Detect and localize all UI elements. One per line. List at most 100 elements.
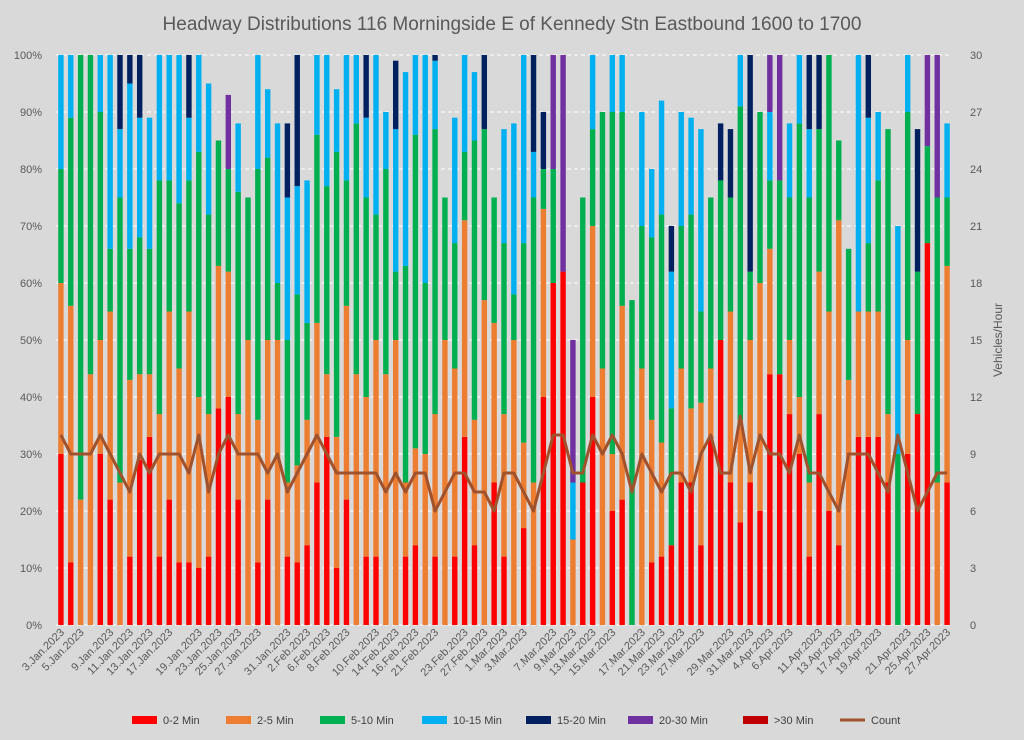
bar-segment — [678, 482, 684, 625]
chart-title: Headway Distributions 116 Morningside E … — [163, 14, 862, 35]
bar-segment — [934, 482, 940, 625]
bar-segment — [648, 237, 655, 420]
bar-segment — [432, 414, 438, 557]
bar-segment — [452, 556, 458, 625]
bar-segment — [658, 214, 665, 443]
bar-segment — [678, 112, 684, 226]
bar-segment — [264, 89, 271, 158]
bar-segment — [58, 454, 64, 625]
right-axis-ticks: 0 3 6 9 12 15 18 21 24 27 30 — [970, 50, 982, 632]
bar-segment — [136, 55, 143, 118]
legend-swatch — [320, 716, 345, 724]
bar-segment — [255, 419, 261, 563]
bar-segment — [855, 55, 862, 312]
bar-segment — [225, 94, 232, 169]
bar-segment — [176, 55, 182, 204]
bar-segment — [127, 248, 133, 380]
bar-segment — [904, 55, 911, 112]
bar-segment — [274, 123, 281, 284]
bar-segment — [688, 214, 694, 409]
bar-segment — [678, 368, 684, 483]
bar-segment — [648, 419, 655, 563]
bar-segment — [570, 482, 576, 540]
bar-segment — [186, 311, 192, 563]
bar-segment — [255, 562, 261, 625]
bar-segment — [668, 545, 675, 625]
bar-segment — [501, 414, 507, 557]
bar-segment — [314, 134, 320, 323]
bar-segment — [550, 55, 556, 169]
bar-segment — [412, 134, 419, 449]
bar-segment — [127, 379, 133, 557]
bar-segment — [432, 556, 438, 625]
bar-segment — [58, 169, 64, 283]
right-tick-label: 30 — [970, 50, 982, 62]
legend-label: 20-30 Min — [659, 715, 708, 727]
bar-segment — [107, 248, 113, 312]
bar-segment — [520, 243, 527, 443]
bar-segment — [727, 311, 734, 483]
bar-segment — [796, 123, 803, 398]
bar-segment — [452, 117, 458, 244]
bar-segment — [412, 55, 419, 135]
bar-segment — [639, 226, 645, 369]
right-tick-label: 24 — [970, 164, 982, 176]
legend-swatch — [526, 716, 551, 724]
bar-segment — [501, 556, 507, 625]
bar-segment — [688, 482, 694, 625]
bar-segment — [284, 340, 291, 483]
bar-segment — [324, 186, 330, 375]
legend-label: Count — [871, 715, 900, 727]
right-tick-label: 6 — [970, 506, 976, 518]
bar-segment — [176, 368, 182, 563]
bar-segment — [816, 271, 822, 415]
bar-segment — [205, 83, 212, 215]
right-tick-label: 0 — [970, 620, 976, 632]
bar-segment — [304, 419, 310, 546]
bar-segment — [373, 556, 379, 625]
bar-segment — [727, 197, 734, 312]
bar-segment — [314, 322, 320, 483]
legend-label: 15-20 Min — [557, 715, 606, 727]
bar-segment — [77, 499, 84, 625]
bar-segment — [136, 459, 143, 625]
bar-segment — [333, 568, 340, 625]
right-tick-label: 15 — [970, 335, 982, 347]
bar-segment — [304, 545, 310, 625]
bar-segment — [678, 226, 684, 369]
bar-segment — [767, 55, 773, 112]
bar-segment — [540, 169, 547, 209]
bar-segment — [156, 414, 163, 557]
bar-segment — [97, 454, 104, 625]
right-tick-label: 21 — [970, 221, 982, 233]
bar-segment — [786, 414, 793, 625]
left-tick-label: 10% — [20, 563, 42, 575]
legend-swatch — [422, 716, 447, 724]
legend: 0-2 Min 2-5 Min 5-10 Min 10-15 Min 15-20 Min… — [132, 715, 900, 727]
bar-segment — [294, 294, 300, 466]
bar-segment — [580, 482, 586, 625]
bar-segment — [609, 112, 616, 454]
bar-segment — [383, 169, 389, 375]
bar-segment — [816, 55, 822, 130]
legend-swatch — [226, 716, 251, 724]
bar-segment — [343, 180, 350, 306]
bar-segment — [294, 186, 300, 295]
bar-segment — [343, 499, 350, 625]
bar-segment — [885, 414, 891, 483]
bar-segment — [530, 55, 537, 152]
bar-segment — [550, 283, 556, 625]
bar-segment — [245, 340, 251, 625]
bar-segment — [274, 340, 281, 625]
bar-segment — [97, 112, 104, 340]
right-tick-label: 18 — [970, 278, 982, 290]
bar-segment — [353, 374, 360, 625]
bar-segment — [639, 112, 645, 226]
bar-segment — [324, 55, 330, 187]
bar-segment — [708, 197, 714, 369]
bar-segment — [895, 226, 901, 454]
bar-segment — [826, 55, 832, 312]
bar-segment — [225, 397, 232, 625]
bar-segment — [136, 374, 143, 460]
bar-segment — [422, 283, 428, 454]
